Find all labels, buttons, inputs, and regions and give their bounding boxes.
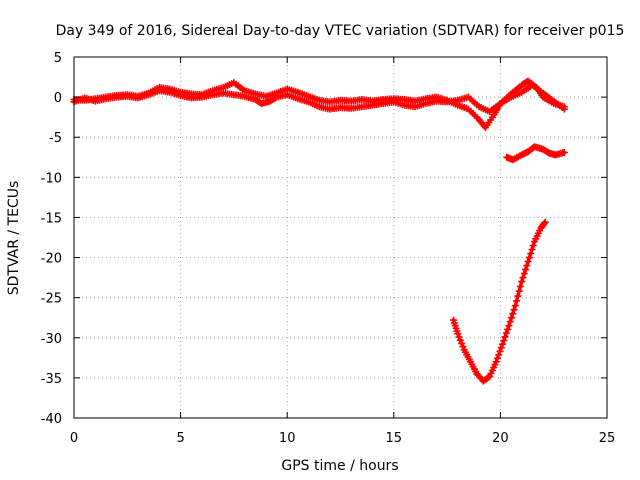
data-point (504, 325, 512, 333)
x-tick-label: 20 (492, 431, 509, 446)
data-point (516, 282, 524, 290)
data-point (510, 306, 518, 314)
y-tick-label: -35 (41, 372, 62, 387)
data-point (513, 297, 521, 305)
data-point (497, 344, 505, 352)
data-point (502, 329, 510, 337)
data-point (508, 314, 515, 322)
data-point (560, 148, 568, 156)
data-point (514, 292, 522, 300)
data-point (455, 333, 463, 341)
data-point (524, 258, 532, 266)
series-2 (503, 143, 568, 164)
series-layer (70, 77, 568, 385)
x-tick-label: 15 (386, 431, 403, 446)
data-point (518, 278, 526, 286)
x-tick-label: 5 (176, 431, 184, 446)
x-tick-label: 0 (70, 431, 78, 446)
data-point (522, 266, 530, 274)
chart-title: Day 349 of 2016, Sidereal Day-to-day VTE… (56, 23, 625, 39)
data-point (525, 254, 533, 262)
data-point (511, 302, 519, 310)
y-tick-label: -15 (41, 211, 62, 226)
x-tick-label: 25 (599, 431, 616, 446)
y-tick-labels: 5 0 -5 -10 -15 -20 -25 -30 -35 -40 (41, 51, 62, 427)
data-point (458, 339, 466, 347)
y-tick-label: -20 (41, 252, 62, 267)
data-point (485, 373, 492, 381)
data-point (560, 105, 568, 113)
data-point (529, 242, 537, 249)
data-point (515, 287, 523, 295)
data-point (519, 274, 527, 282)
y-tick-label: -25 (41, 292, 62, 307)
y-axis-label: SDTVAR / TECUs (6, 181, 22, 296)
series-3 (450, 218, 549, 385)
y-tick-label: 5 (54, 51, 62, 66)
data-point (456, 336, 464, 344)
data-point (506, 318, 514, 326)
y-tick-label: -40 (41, 412, 62, 427)
data-point (520, 270, 528, 278)
data-point (496, 347, 504, 355)
data-point (501, 333, 509, 341)
data-point (493, 354, 501, 362)
data-point (500, 337, 508, 344)
y-tick-label: -30 (41, 332, 62, 347)
x-axis-label: GPS time / hours (281, 458, 398, 474)
y-tick-label: 0 (54, 91, 62, 106)
y-tick-label: -10 (41, 171, 62, 186)
data-point (459, 343, 467, 351)
series-1 (70, 81, 568, 116)
data-point (523, 262, 531, 270)
y-tick-label: -5 (49, 131, 62, 146)
data-point (499, 340, 506, 348)
axis-ticks (73, 56, 608, 419)
x-tick-label: 10 (279, 431, 296, 446)
x-tick-labels: 0 5 10 15 20 25 (70, 431, 615, 446)
data-point (540, 219, 548, 227)
data-point (541, 218, 549, 226)
data-point (495, 351, 503, 359)
data-point (492, 358, 500, 366)
data-point (528, 246, 536, 253)
data-point (527, 250, 535, 257)
data-point (505, 322, 513, 330)
plot-frame (73, 56, 608, 419)
data-point (509, 310, 517, 318)
data-point (454, 330, 462, 338)
